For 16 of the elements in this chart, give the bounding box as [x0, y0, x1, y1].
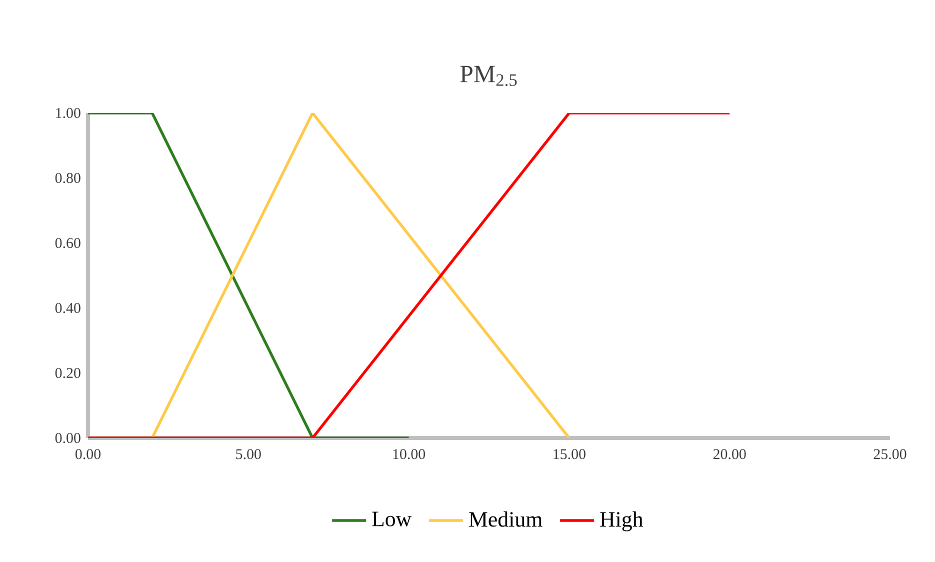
legend-label: Low [372, 512, 412, 526]
y-tick-label: 0.60 [55, 238, 80, 248]
y-tick-label: 0.40 [55, 302, 80, 314]
chart-title: PM$_{2.5}$ [460, 66, 517, 86]
y-tick-label: 0.20 [55, 368, 80, 378]
x-tick-label: 0.00 [75, 449, 101, 460]
x-tick-label: 25.00 [874, 449, 906, 460]
legend-label: Medium [469, 511, 542, 527]
x-tick-label: 5.00 [236, 449, 261, 460]
y-tick-label: 0.80 [55, 172, 80, 184]
legend-label: High [600, 511, 644, 532]
y-tick-label: 0.00 [55, 432, 80, 444]
x-tick-label: 10.00 [393, 449, 426, 460]
y-tick-label: 1.00 [56, 108, 80, 118]
x-tick-label: 15.00 [554, 449, 586, 460]
x-tick-label: 20.00 [713, 449, 746, 460]
